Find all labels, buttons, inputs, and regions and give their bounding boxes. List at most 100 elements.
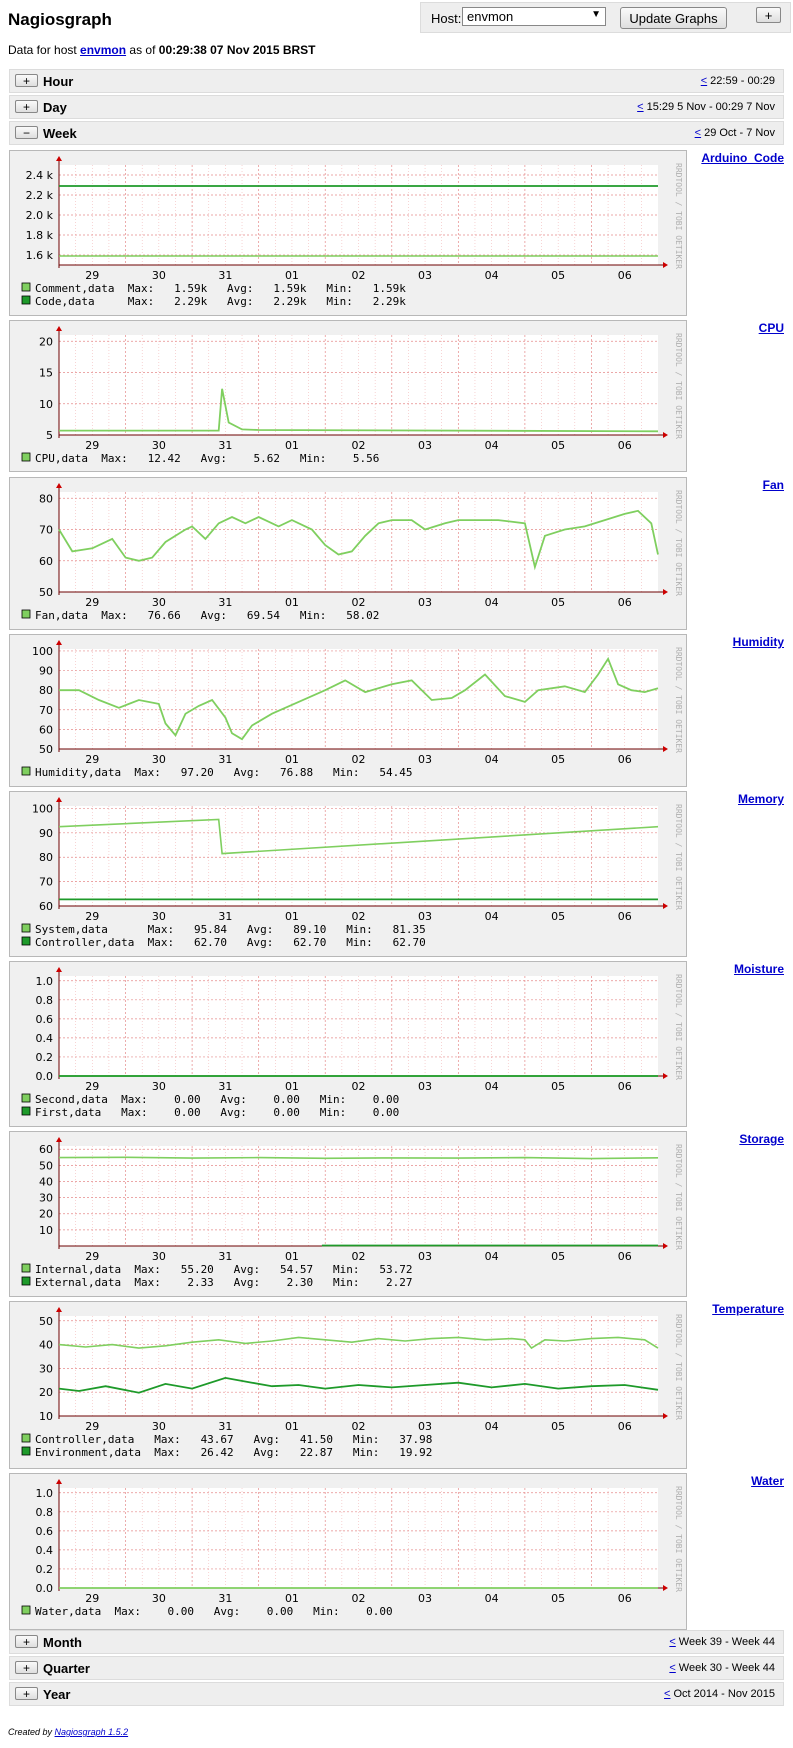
rrdtool-watermark: RRDTOOL / TOBI OETIKER xyxy=(674,1144,683,1250)
legend-swatch xyxy=(21,295,31,305)
prev-period-link[interactable]: < xyxy=(664,1688,671,1700)
x-tick-label: 31 xyxy=(218,439,232,452)
graph-water: 1.0 0.8 0.6 0.4 0.2 0.0 29 30 31 01 02 03 04 05 06 RRDT… xyxy=(9,1473,687,1630)
period-day: + Day <15:29 5 Nov - 00:29 7 Nov xyxy=(9,95,784,119)
chart-svg: 1.0 0.8 0.6 0.4 0.2 0.0 29 30 31 01 02 03 04 05 06 RRDT… xyxy=(21,1479,683,1618)
toggle-week-button[interactable]: − xyxy=(15,126,38,139)
toggle-hour-button[interactable]: + xyxy=(15,74,38,87)
x-tick-label: 04 xyxy=(485,753,499,766)
prev-period-link[interactable]: < xyxy=(669,1662,676,1674)
y-tick-label: 15 xyxy=(39,367,53,380)
x-tick-label: 05 xyxy=(551,1592,565,1605)
expand-options-button[interactable]: + xyxy=(756,7,781,23)
x-tick-label: 02 xyxy=(352,753,366,766)
service-link-storage[interactable]: Storage xyxy=(739,1132,784,1146)
toggle-year-button[interactable]: + xyxy=(15,1687,38,1700)
y-tick-label: 80 xyxy=(39,492,53,505)
x-tick-label: 31 xyxy=(218,596,232,609)
x-tick-label: 01 xyxy=(285,753,299,766)
rrdtool-watermark: RRDTOOL / TOBI OETIKER xyxy=(674,1314,683,1420)
series-line xyxy=(59,388,659,433)
y-tick-label: 1.0 xyxy=(36,975,54,988)
y-tick-label: 90 xyxy=(39,827,53,840)
x-tick-label: 31 xyxy=(218,1420,232,1433)
service-link-memory[interactable]: Memory xyxy=(737,792,784,806)
y-tick-label: 70 xyxy=(39,704,53,717)
service-link-cpu[interactable]: CPU xyxy=(758,321,784,335)
x-tick-label: 03 xyxy=(418,1080,432,1093)
y-tick-label: 20 xyxy=(39,1208,53,1221)
service-link-water[interactable]: Water xyxy=(751,1474,784,1488)
y-tick-label: 40 xyxy=(39,1339,53,1352)
x-tick-label: 01 xyxy=(285,1080,299,1093)
chart-svg: 2.4 k 2.2 k 2.0 k 1.8 k 1.6 k 29 30 31 01 02 03 04 0… xyxy=(21,156,683,308)
y-tick-label: 50 xyxy=(39,743,53,756)
x-axis-arrow-icon xyxy=(663,746,668,752)
x-tick-label: 29 xyxy=(85,910,99,923)
y-tick-label: 80 xyxy=(39,684,53,697)
y-tick-label: 0.2 xyxy=(36,1051,54,1064)
period-range: Week 30 - Week 44 xyxy=(678,1662,775,1674)
subtitle-mid: as of xyxy=(129,43,156,57)
x-tick-label: 02 xyxy=(352,910,366,923)
toggle-day-button[interactable]: + xyxy=(15,100,38,113)
y-tick-label: 2.4 k xyxy=(26,169,54,182)
chart-svg: 100 90 80 70 60 50 29 30 31 01 02 03 04 05 06 RRDTOOL /… xyxy=(21,640,683,779)
service-link-moisture[interactable]: Moisture xyxy=(733,962,784,976)
y-tick-label: 1.0 xyxy=(36,1487,54,1500)
update-graphs-button[interactable]: Update Graphs xyxy=(620,7,727,29)
x-axis-arrow-icon xyxy=(663,262,668,268)
y-tick-label: 50 xyxy=(39,586,53,599)
chart-svg: 1.0 0.8 0.6 0.4 0.2 0.0 29 30 31 01 02 03 04 05 06 RRDT… xyxy=(21,967,683,1119)
series-line xyxy=(58,818,659,855)
period-label: Quarter xyxy=(43,1661,90,1676)
legend-entry: Second,data Max: 0.00 Avg: 0.00 Min: 0.0… xyxy=(35,1093,399,1106)
toggle-month-button[interactable]: + xyxy=(15,1635,38,1648)
period-range: 29 Oct - 7 Nov xyxy=(704,127,775,139)
plot-area xyxy=(59,1316,658,1416)
prev-period-link[interactable]: < xyxy=(700,75,708,87)
x-tick-label: 01 xyxy=(285,1420,299,1433)
x-tick-label: 30 xyxy=(152,910,166,923)
prev-period-link[interactable]: < xyxy=(637,101,644,113)
x-tick-label: 04 xyxy=(485,1420,499,1433)
y-tick-label: 10 xyxy=(39,1224,53,1237)
service-link-humidity[interactable]: Humidity xyxy=(732,635,784,649)
host-select[interactable]: envmon ▼ xyxy=(462,7,606,26)
plot-area xyxy=(59,649,658,749)
host-link[interactable]: envmon xyxy=(80,43,127,57)
toggle-quarter-button[interactable]: + xyxy=(15,1661,38,1674)
prev-period-link[interactable]: < xyxy=(694,127,702,139)
legend-swatch xyxy=(21,1106,31,1116)
x-tick-label: 30 xyxy=(152,1592,166,1605)
x-tick-label: 04 xyxy=(485,1592,499,1605)
series-line xyxy=(58,509,659,571)
x-tick-label: 05 xyxy=(551,1420,565,1433)
legend-swatch xyxy=(21,936,31,946)
x-tick-label: 29 xyxy=(85,1250,99,1263)
service-link-temperature[interactable]: Temperature xyxy=(712,1302,784,1316)
series-line xyxy=(58,1156,659,1160)
x-axis-arrow-icon xyxy=(663,903,668,909)
nagiosgraph-link[interactable]: Nagiosgraph 1.5.2 xyxy=(54,1727,129,1737)
x-tick-label: 06 xyxy=(618,753,632,766)
y-tick-label: 0.0 xyxy=(36,1070,54,1083)
x-tick-label: 30 xyxy=(152,269,166,282)
rrdtool-watermark: RRDTOOL / TOBI OETIKER xyxy=(674,974,683,1080)
service-link-fan[interactable]: Fan xyxy=(762,478,784,492)
y-tick-label: 0.4 xyxy=(36,1032,54,1045)
prev-period-link[interactable]: < xyxy=(669,1636,676,1648)
chart-svg: 100 90 80 70 60 29 30 31 01 02 03 04 05 06 RRDTOOL / T… xyxy=(21,797,683,949)
service-link-arduino-code[interactable]: Arduino_Code xyxy=(701,151,784,165)
x-tick-label: 31 xyxy=(218,1250,232,1263)
x-tick-label: 05 xyxy=(551,439,565,452)
x-tick-label: 02 xyxy=(352,1080,366,1093)
legend-swatch xyxy=(21,1276,31,1286)
rrdtool-watermark: RRDTOOL / TOBI OETIKER xyxy=(674,804,683,910)
x-tick-label: 05 xyxy=(551,1250,565,1263)
x-tick-label: 30 xyxy=(152,596,166,609)
legend-swatch xyxy=(21,452,31,462)
y-tick-label: 1.8 k xyxy=(26,229,54,242)
graph-moisture: 1.0 0.8 0.6 0.4 0.2 0.0 29 30 31 01 02 03 04 05 06 RRDT… xyxy=(9,961,687,1127)
y-tick-label: 0.8 xyxy=(36,994,54,1007)
